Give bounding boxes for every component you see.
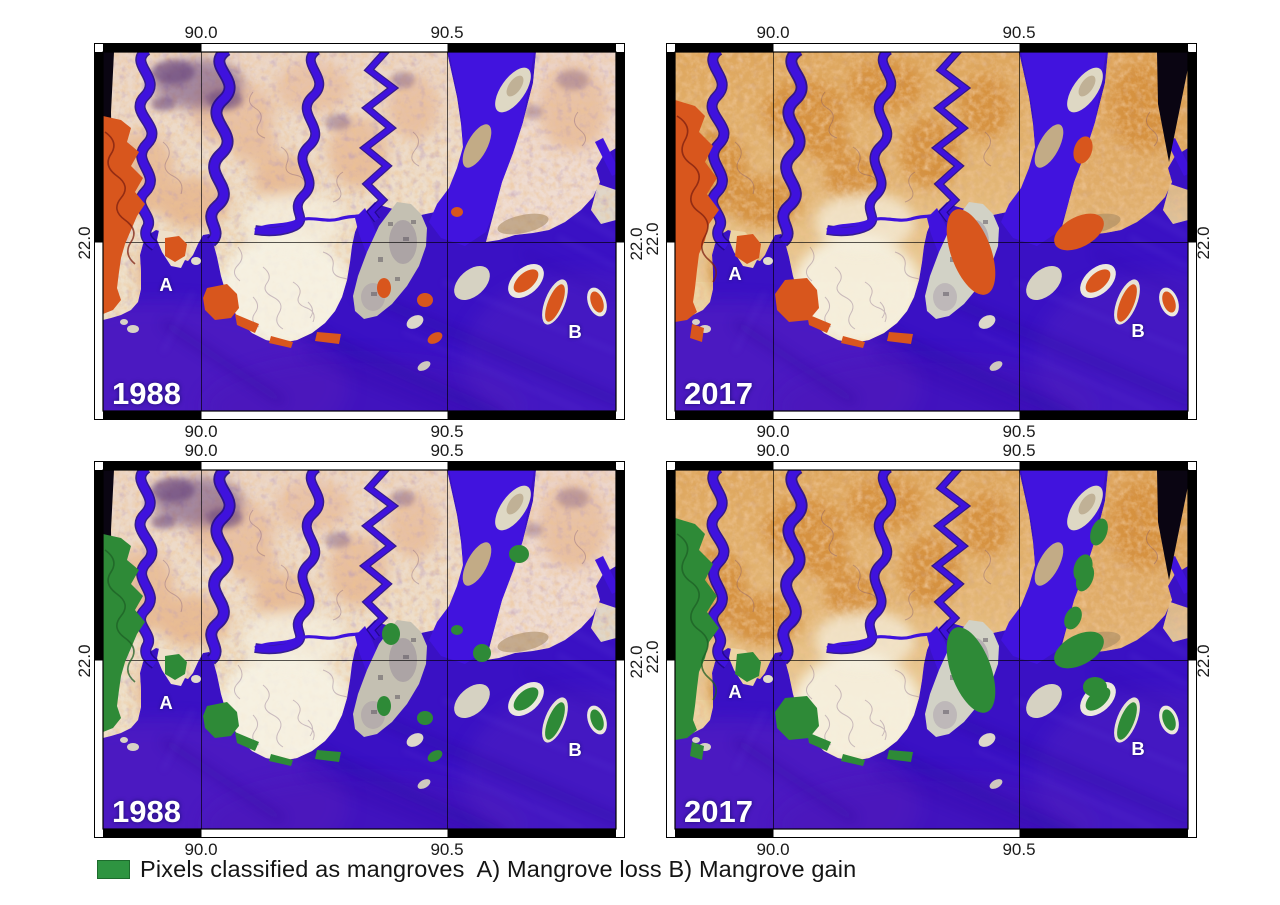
svg-text:B: B: [568, 739, 581, 760]
svg-text:2017: 2017: [684, 376, 753, 411]
svg-text:A: A: [159, 274, 172, 295]
svg-text:B: B: [1131, 738, 1144, 759]
svg-text:A: A: [159, 692, 172, 713]
svg-text:1988: 1988: [112, 376, 181, 411]
svg-text:A: A: [728, 681, 741, 702]
svg-text:B: B: [568, 321, 581, 342]
svg-text:2017: 2017: [684, 794, 753, 829]
svg-text:A: A: [728, 263, 741, 284]
svg-text:B: B: [1131, 320, 1144, 341]
svg-text:1988: 1988: [112, 794, 181, 829]
